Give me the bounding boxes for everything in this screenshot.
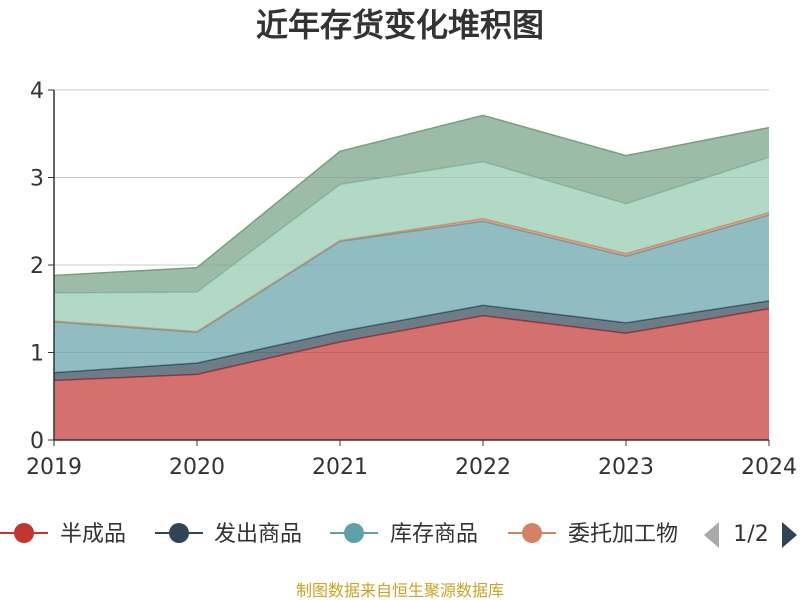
legend-item-banchengpin[interactable]: 半成品 (0, 522, 126, 547)
legend-item-kucunshangpin[interactable]: 库存商品 (330, 522, 478, 547)
x-tick-label: 2020 (169, 455, 225, 480)
area-series-1[interactable] (54, 300, 769, 381)
y-tick-label: 0 (30, 429, 44, 454)
area-series-4[interactable] (54, 157, 769, 332)
y-tick-label: 2 (30, 254, 44, 279)
data-source-note: 制图数据来自恒生聚源数据库 (296, 581, 504, 600)
legend-label: 库存商品 (390, 522, 478, 547)
legend-label: 发出商品 (214, 522, 302, 547)
legend-item-weituojiagong[interactable]: 委托加工物 (508, 522, 678, 547)
x-tick-label: 2024 (741, 455, 797, 480)
y-axis-ticks: 0 1 2 3 4 (30, 79, 54, 454)
area-series-5[interactable] (54, 115, 769, 293)
legend-marker (344, 523, 364, 543)
legend-label: 委托加工物 (568, 522, 678, 547)
series-line-5 (53, 114, 770, 277)
x-axis-ticks: 2019 2020 2021 2022 2023 2024 (26, 440, 797, 480)
legend-marker (14, 523, 34, 543)
legend-marker (169, 523, 189, 543)
y-tick-label: 4 (30, 79, 44, 104)
y-tick-label: 1 (30, 342, 44, 367)
x-tick-label: 2022 (455, 455, 511, 480)
legend-page-indicator: 1/2 (733, 522, 768, 547)
area-series-2[interactable] (54, 215, 769, 373)
legend-item-fachushangpin[interactable]: 发出商品 (155, 522, 302, 547)
chart-title: 近年存货变化堆积图 (256, 6, 544, 44)
area-series (53, 114, 770, 440)
legend: 半成品 发出商品 库存商品 委托加工物 1/2 (0, 522, 797, 548)
area-series-0[interactable] (54, 308, 769, 440)
x-tick-label: 2019 (26, 455, 82, 480)
legend-next-arrow-icon[interactable] (782, 522, 797, 548)
legend-label: 半成品 (60, 522, 126, 547)
legend-prev-arrow-icon[interactable] (704, 522, 719, 548)
y-tick-label: 3 (30, 167, 44, 192)
x-tick-label: 2021 (312, 455, 368, 480)
x-tick-label: 2023 (598, 455, 654, 480)
legend-marker (522, 523, 542, 543)
